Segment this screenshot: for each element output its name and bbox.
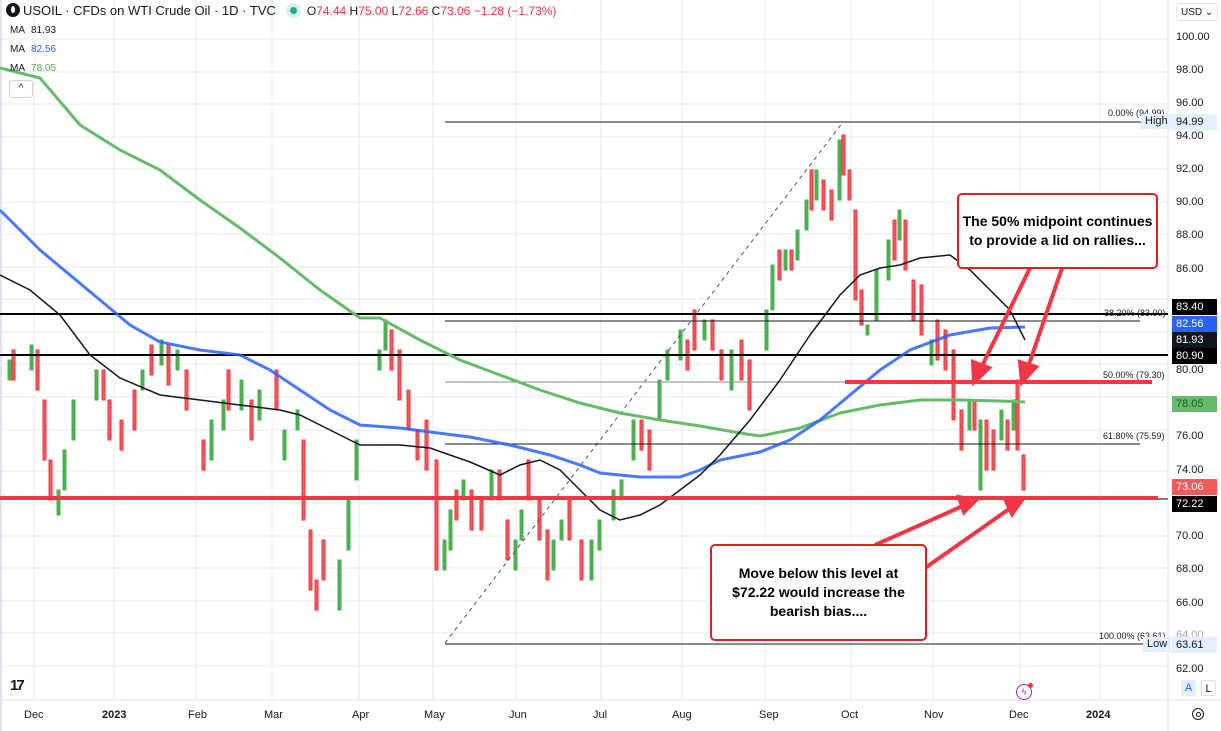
- currency-select[interactable]: USD ⌄: [1176, 3, 1218, 21]
- alert-dot-icon: [1028, 683, 1033, 688]
- ma-black-badge: 81.93: [1172, 332, 1217, 348]
- time-tick: Mar: [264, 709, 283, 721]
- collapse-legend-button[interactable]: ^: [9, 80, 33, 98]
- fib-label-50: 50.00% (79.30): [1103, 370, 1165, 380]
- tradingview-logo[interactable]: 17: [10, 677, 25, 694]
- time-tick: Aug: [672, 709, 692, 721]
- price-tick: 62.00: [1176, 663, 1204, 675]
- ma-legend-3[interactable]: MA 78.05: [10, 63, 57, 74]
- note-50-percent-midpoint[interactable]: The 50% midpoint continues to provide a …: [957, 193, 1158, 269]
- time-tick: Oct: [841, 709, 859, 721]
- log-scale-button[interactable]: L: [1201, 680, 1216, 696]
- time-tick: Jun: [509, 709, 527, 721]
- price-tick: 90.00: [1176, 196, 1204, 208]
- price-tick: 74.00: [1176, 464, 1204, 476]
- ma-legend-1[interactable]: MA 81.93: [10, 25, 57, 36]
- last-price-badge: 73.06: [1172, 479, 1217, 495]
- fib-label-100: 100.00% (63.61): [1099, 631, 1166, 641]
- time-tick: Jul: [593, 709, 608, 721]
- time-tick: Sep: [759, 709, 779, 721]
- high-price-badge: 94.99: [1172, 114, 1217, 130]
- time-tick: Apr: [352, 709, 370, 721]
- price-tick: 96.00: [1176, 97, 1204, 109]
- time-tick: Nov: [924, 709, 944, 721]
- price-tick: 76.00: [1176, 430, 1204, 442]
- fib-trend-line[interactable]: [444, 121, 844, 644]
- low-tag: Low: [1143, 637, 1172, 652]
- ma-blue-badge: 82.56: [1172, 316, 1217, 332]
- ma-green-line[interactable]: [0, 66, 1026, 438]
- price-tick: 94.00: [1176, 130, 1204, 142]
- note-support-72-22[interactable]: Move below this level at $72.22 would in…: [710, 544, 927, 641]
- ma-blue-line[interactable]: [0, 208, 1026, 479]
- time-tick: 2023: [102, 709, 127, 721]
- price-tick: 88.00: [1176, 229, 1204, 241]
- price-tick: 66.00: [1176, 597, 1204, 609]
- price-tick: 100.00: [1176, 31, 1210, 43]
- price-tick: 68.00: [1176, 563, 1204, 575]
- high-tag: High: [1141, 114, 1172, 129]
- fib-label-0: 0.00% (94.99): [1108, 108, 1165, 118]
- settings-gear-icon[interactable]: [1192, 708, 1204, 720]
- time-tick: Feb: [188, 709, 207, 721]
- price-tick: 92.00: [1176, 163, 1204, 175]
- price-tick: 80.00: [1176, 364, 1204, 376]
- support-badge-72-22: 72.22: [1172, 496, 1217, 512]
- level-badge-80-90: 80.90: [1172, 348, 1217, 364]
- low-price-badge: 63.61: [1172, 637, 1217, 653]
- time-tick: Dec: [1009, 709, 1029, 721]
- candles-up: [7, 139, 1016, 611]
- price-tick: 70.00: [1176, 530, 1204, 542]
- time-tick: 2024: [1086, 709, 1111, 721]
- alerts-lightning-icon[interactable]: ϟ: [1016, 684, 1032, 700]
- time-tick: May: [424, 709, 445, 721]
- chart-title: USOIL · CFDs on WTI Crude Oil · 1D · TVC: [23, 3, 276, 18]
- annotation-arrows: [874, 267, 1064, 570]
- ma-green-badge: 78.05: [1172, 396, 1217, 412]
- fib-label-618: 61.80% (75.59): [1103, 431, 1165, 441]
- symbol-legend: USOIL · CFDs on WTI Crude Oil · 1D · TVC…: [6, 3, 556, 18]
- ma-legend-2[interactable]: MA 82.56: [10, 44, 57, 55]
- fib-label-382: 38.20% (83.00): [1104, 308, 1166, 318]
- market-status-icon[interactable]: [289, 7, 297, 14]
- oil-drop-icon: [6, 3, 20, 17]
- candles-down: [11, 134, 1026, 611]
- price-tick: 98.00: [1176, 64, 1204, 76]
- price-tick: 86.00: [1176, 263, 1204, 275]
- auto-scale-button[interactable]: A: [1181, 680, 1196, 696]
- level-badge-83-40: 83.40: [1172, 299, 1217, 315]
- left-edge: [0, 0, 2, 731]
- time-tick: Dec: [24, 709, 44, 721]
- ohlc-values: O74.44 H75.00 L72.66 C73.06 −1.28 (−1.73…: [306, 4, 557, 18]
